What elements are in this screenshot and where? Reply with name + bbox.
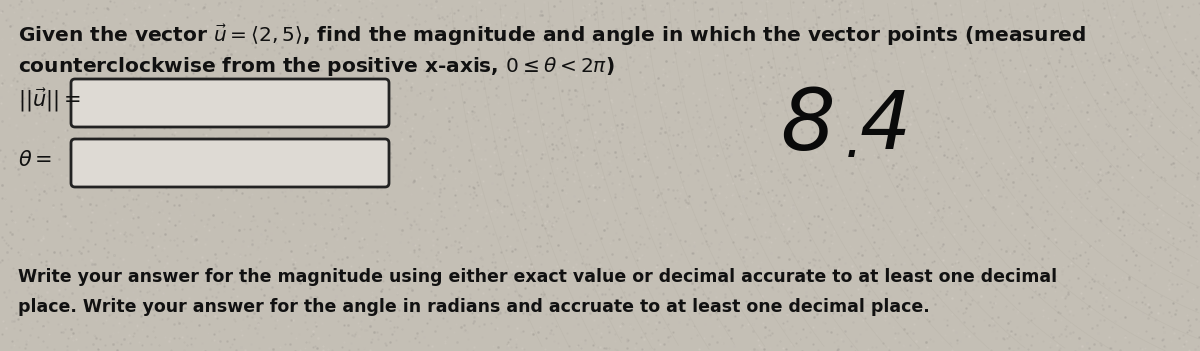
FancyBboxPatch shape <box>71 79 389 127</box>
Text: Given the vector $\vec{u} = \langle 2, 5 \rangle$, find the magnitude and angle : Given the vector $\vec{u} = \langle 2, 5… <box>18 22 1086 47</box>
Text: .: . <box>845 115 863 168</box>
Text: 4: 4 <box>860 88 911 166</box>
FancyBboxPatch shape <box>71 139 389 187</box>
Text: $\theta =$: $\theta =$ <box>18 150 53 170</box>
Text: $||\vec{u}|| =$: $||\vec{u}|| =$ <box>18 86 80 114</box>
Text: place. Write your answer for the angle in radians and accruate to at least one d: place. Write your answer for the angle i… <box>18 298 930 316</box>
Text: counterclockwise from the positive x-axis, $0 \leq \theta < 2\pi$): counterclockwise from the positive x-axi… <box>18 55 614 78</box>
Text: 8: 8 <box>780 85 835 168</box>
Text: Write your answer for the magnitude using either exact value or decimal accurate: Write your answer for the magnitude usin… <box>18 268 1057 286</box>
